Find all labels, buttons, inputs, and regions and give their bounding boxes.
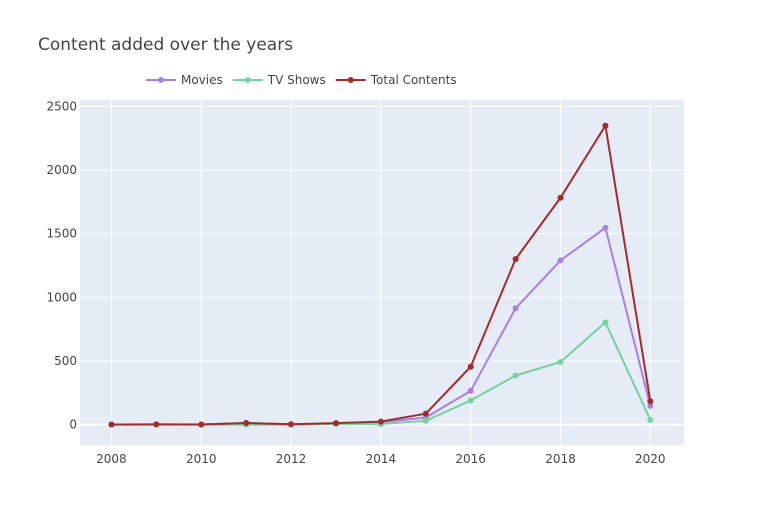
series-total-contents (108, 122, 654, 428)
data-point[interactable] (512, 372, 519, 379)
data-point[interactable] (557, 194, 564, 201)
data-point[interactable] (602, 319, 609, 326)
data-point[interactable] (377, 418, 384, 425)
legend-label: Total Contents (370, 73, 457, 87)
y-tick-label: 1000 (46, 290, 77, 304)
data-point[interactable] (512, 256, 519, 263)
data-point[interactable] (243, 419, 250, 426)
legend-label: Movies (181, 73, 223, 87)
legend-item[interactable]: Movies (146, 73, 223, 87)
data-point[interactable] (647, 416, 654, 423)
legend: Movies TV Shows Total Contents (146, 73, 457, 87)
data-point[interactable] (557, 257, 564, 264)
data-point[interactable] (422, 410, 429, 417)
data-point[interactable] (288, 421, 295, 428)
data-point[interactable] (602, 122, 609, 129)
x-tick-label: 2008 (96, 452, 127, 466)
data-point[interactable] (332, 420, 339, 427)
y-tick-label: 1500 (46, 227, 77, 241)
plot-area (80, 100, 684, 445)
x-tick-label: 2016 (455, 452, 486, 466)
data-point[interactable] (198, 421, 205, 428)
data-point[interactable] (153, 421, 160, 428)
y-axis-ticks: 0 500 1000 1500 2000 2500 (46, 99, 77, 431)
chart-title: Content added over the years (38, 35, 293, 55)
data-point[interactable] (512, 305, 519, 312)
y-tick-label: 500 (54, 354, 77, 368)
legend-marker (158, 77, 164, 83)
data-point[interactable] (467, 363, 474, 370)
data-point[interactable] (467, 397, 474, 404)
series-layer (108, 122, 654, 428)
x-tick-label: 2014 (366, 452, 397, 466)
y-tick-label: 2000 (46, 163, 77, 177)
x-tick-label: 2010 (186, 452, 217, 466)
legend-marker (244, 77, 251, 83)
data-point[interactable] (647, 398, 654, 405)
x-tick-label: 2018 (545, 452, 576, 466)
legend-item[interactable]: Total Contents (335, 73, 457, 87)
legend-item[interactable]: TV Shows (232, 73, 326, 87)
x-axis-ticks: 2008 2010 2012 2014 2016 2018 2020 (96, 452, 665, 466)
data-point[interactable] (422, 417, 429, 424)
data-point[interactable] (108, 421, 115, 428)
data-point[interactable] (647, 402, 654, 409)
y-tick-label: 2500 (46, 99, 77, 113)
legend-label: TV Shows (267, 73, 326, 87)
x-tick-label: 2020 (635, 452, 666, 466)
x-tick-label: 2012 (276, 452, 307, 466)
data-point[interactable] (557, 358, 564, 365)
data-point[interactable] (467, 387, 474, 394)
legend-marker (347, 77, 354, 83)
data-point[interactable] (602, 224, 609, 231)
y-tick-label: 0 (69, 418, 77, 432)
